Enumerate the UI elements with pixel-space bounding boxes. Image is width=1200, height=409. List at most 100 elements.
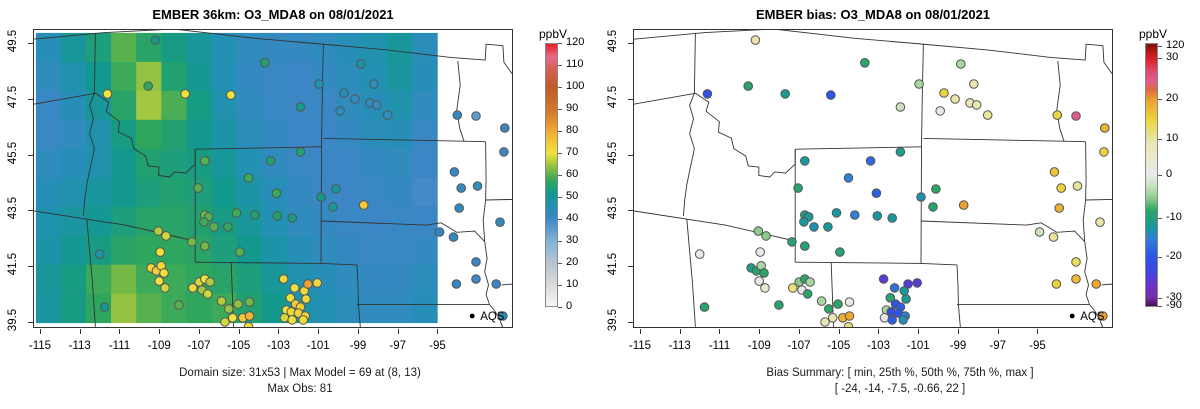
station-point (931, 184, 941, 194)
raster-cell (412, 293, 438, 324)
x-axis-tick-label: -107 (787, 340, 811, 352)
station-point (449, 167, 460, 177)
x-axis-tick-label: -99 (949, 340, 967, 352)
x-axis-tick (719, 329, 721, 334)
station-point (871, 188, 882, 198)
station-point (844, 311, 855, 321)
raster-cell (86, 264, 112, 295)
raster-cell (136, 148, 162, 179)
border-bigsioux (482, 199, 487, 242)
raster-cell (336, 264, 363, 295)
colorbar-tick-label: 100 (566, 80, 585, 92)
border-ut-nv (86, 219, 96, 327)
raster-cell (311, 148, 338, 179)
station-point (99, 302, 110, 312)
station-point (244, 311, 255, 321)
station-point (434, 227, 445, 237)
x-axis-tick-label: -115 (28, 340, 52, 352)
x-axis-tick (997, 329, 999, 334)
raster-cell (412, 61, 438, 92)
raster-cell (336, 148, 363, 179)
station-point (958, 200, 969, 210)
station-point (285, 293, 296, 303)
station-point (328, 202, 338, 212)
station-point (760, 283, 770, 293)
y-axis-tick (628, 98, 633, 100)
aqs-legend: AQS (469, 311, 505, 323)
station-point (224, 304, 234, 314)
y-axis-tick-label: 45.5 (607, 141, 619, 164)
border-wy-bottom (195, 261, 322, 264)
station-point (1071, 274, 1081, 284)
colorbar-tick-label: 40 (566, 212, 579, 224)
station-point (750, 35, 761, 45)
raster-cell (361, 148, 388, 179)
border-sd-ne (920, 220, 1086, 242)
station-point (774, 300, 784, 310)
station-point (180, 89, 190, 99)
station-point (759, 268, 769, 278)
raster-cell (236, 61, 263, 92)
colorbar-tick-label: 120 (566, 36, 585, 48)
colorbar-tick-label: 20 (566, 255, 579, 268)
colorbar-tick (558, 241, 562, 242)
x-axis-tick-label: -109 (147, 340, 171, 352)
y-axis-tick (628, 154, 633, 156)
border-long104 (320, 43, 324, 264)
raster-cell (86, 61, 112, 92)
border-sd-ne (320, 220, 486, 242)
station-point (914, 79, 924, 89)
border-mo-river (489, 304, 504, 328)
raster-cell (387, 119, 413, 150)
station-point (843, 173, 854, 183)
x-axis-tick-label: -95 (1029, 340, 1046, 352)
raster-cell (336, 119, 363, 150)
raster-cell (161, 293, 187, 324)
border-nd-mn (456, 60, 465, 142)
colorbar-tick (1158, 306, 1162, 308)
station-point (1056, 183, 1067, 193)
y-axis-tick (628, 43, 633, 45)
raster-cell (286, 177, 313, 208)
raster-cell (412, 32, 438, 63)
colorbar-tick-label: -30 (1166, 291, 1182, 304)
y-axis-tick-label: 45.5 (7, 141, 19, 164)
raster-cell (361, 119, 388, 150)
raster-cell (211, 119, 237, 150)
border-mn-ia (1085, 198, 1113, 201)
raster-cell (86, 177, 112, 208)
x-axis-tick-label: -101 (906, 340, 930, 352)
x-axis-tick (198, 329, 200, 334)
station-point (982, 110, 993, 120)
y-axis-tick (28, 43, 33, 45)
station-point (1099, 147, 1109, 157)
x-axis-tick (318, 329, 320, 334)
station-point (193, 183, 203, 193)
station-point (743, 81, 753, 91)
x-axis-tick-label: -113 (68, 340, 91, 352)
colorbar-tick (558, 153, 562, 154)
raster-cell (35, 235, 62, 266)
station-point (903, 279, 913, 289)
station-point (1048, 232, 1059, 242)
station-point (456, 183, 467, 193)
station-point (809, 222, 819, 232)
x-axis-tick (397, 329, 399, 334)
aqs-legend-dot (1069, 313, 1075, 319)
colorbar-tick-label: 70 (566, 146, 579, 158)
model-raster-grid (35, 32, 438, 324)
station-point (382, 110, 393, 120)
station-point (472, 181, 483, 191)
raster-cell (261, 119, 288, 150)
station-point (143, 81, 153, 91)
colorbar-tick (558, 196, 562, 198)
colorbar-tick-label: 30 (566, 234, 579, 246)
raster-cell (111, 206, 137, 237)
raster-cell (61, 264, 87, 295)
colorbar-tick (1158, 98, 1162, 100)
raster-cell (35, 264, 62, 295)
x-axis-tick (79, 329, 81, 334)
raster-cell (211, 32, 237, 63)
station-point (1100, 123, 1110, 133)
raster-cell (412, 148, 438, 179)
